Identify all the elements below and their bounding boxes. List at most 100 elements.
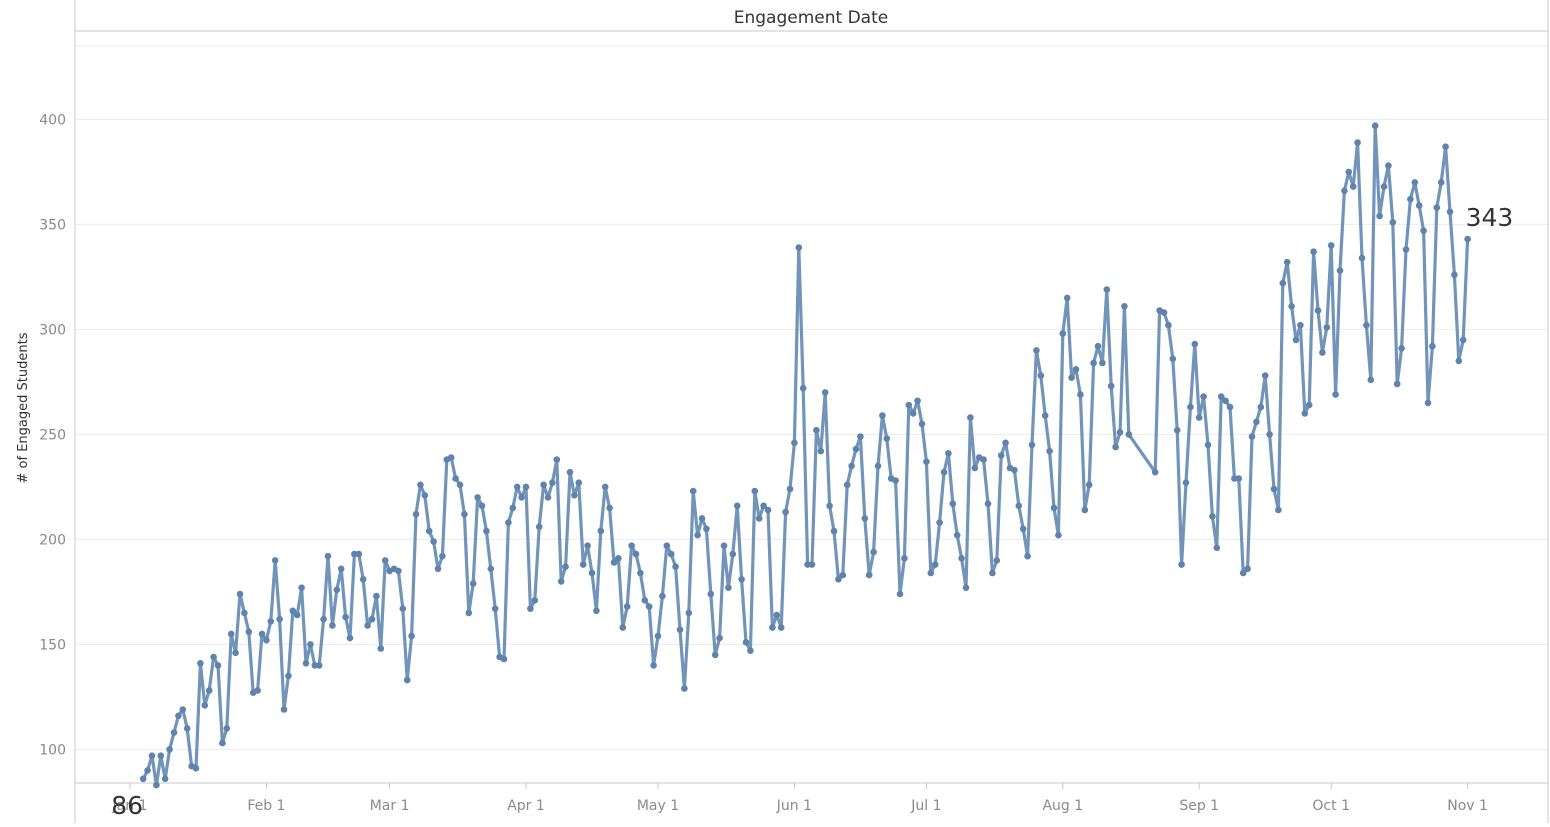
data-point	[289, 607, 297, 615]
data-point	[267, 618, 275, 625]
x-tick-label: Feb 1	[247, 798, 285, 814]
data-point	[615, 555, 622, 562]
data-point	[1050, 504, 1058, 512]
data-point	[395, 567, 402, 575]
data-point	[139, 775, 147, 783]
data-point	[535, 523, 543, 531]
data-point	[412, 510, 420, 518]
data-point	[161, 775, 169, 783]
data-point	[263, 636, 270, 644]
data-point	[703, 525, 710, 533]
data-point	[993, 557, 1001, 564]
x-tick-label: Oct 1	[1312, 798, 1350, 814]
data-point	[865, 571, 873, 579]
data-point	[1297, 321, 1304, 329]
data-point	[681, 685, 688, 692]
data-point	[1301, 410, 1309, 417]
data-point	[1363, 321, 1370, 329]
data-point	[593, 607, 600, 615]
data-point	[905, 401, 913, 409]
data-point	[1411, 179, 1419, 186]
data-point	[276, 615, 283, 623]
data-point	[469, 580, 477, 587]
data-point	[1446, 208, 1454, 216]
data-point	[170, 729, 178, 736]
data-point	[808, 561, 816, 568]
data-point	[571, 492, 578, 499]
data-point	[527, 605, 534, 612]
data-point	[1270, 485, 1278, 493]
data-point	[1107, 382, 1115, 390]
series-engaged-students	[139, 122, 1471, 789]
grid	[75, 45, 1548, 750]
data-point	[918, 420, 926, 428]
data-point	[377, 645, 385, 652]
data-point	[1072, 366, 1080, 373]
data-point	[1112, 443, 1119, 451]
data-point	[434, 565, 442, 573]
data-point	[997, 452, 1005, 459]
data-point	[870, 548, 877, 556]
data-point	[1239, 569, 1247, 577]
y-tick-label: 250	[39, 427, 66, 443]
data-point	[430, 538, 437, 545]
x-tick-label: Jun 1	[776, 798, 812, 814]
data-point	[144, 767, 151, 774]
data-point	[742, 639, 750, 646]
data-point	[835, 576, 842, 583]
data-point	[1371, 122, 1379, 129]
data-point	[245, 628, 253, 636]
data-point	[676, 626, 684, 633]
data-point	[1459, 336, 1467, 344]
data-point	[483, 527, 490, 535]
data-point	[403, 676, 411, 684]
data-point	[650, 662, 657, 669]
data-point	[1385, 162, 1392, 169]
data-point	[1222, 397, 1229, 405]
x-tick-label: May 1	[637, 798, 679, 814]
data-point	[166, 746, 173, 753]
data-point	[1011, 466, 1018, 474]
data-point	[1376, 212, 1383, 220]
data-point	[914, 397, 921, 405]
data-point	[733, 502, 741, 510]
data-point	[1429, 342, 1436, 350]
data-point	[236, 590, 244, 598]
data-point	[1332, 391, 1339, 398]
data-point	[1253, 418, 1260, 426]
data-point	[456, 481, 464, 489]
start-value-label: 86	[111, 791, 143, 820]
data-point	[843, 481, 851, 489]
data-point	[1015, 502, 1023, 510]
data-point	[949, 500, 957, 508]
data-point	[1257, 403, 1265, 411]
data-point	[984, 500, 992, 508]
data-point	[399, 605, 407, 612]
data-point	[1063, 294, 1071, 302]
x-tick-label: Nov 1	[1447, 798, 1488, 814]
data-point	[1160, 309, 1168, 316]
data-point	[1310, 248, 1317, 255]
data-point	[1055, 531, 1062, 539]
data-point	[1275, 506, 1282, 514]
data-point	[544, 494, 552, 501]
data-point	[478, 502, 486, 510]
data-point	[1019, 525, 1027, 533]
data-point	[1046, 447, 1053, 455]
data-point	[1341, 187, 1348, 195]
data-point	[491, 605, 499, 612]
y-tick-label: 350	[39, 217, 66, 233]
data-point	[817, 447, 825, 455]
data-point	[857, 433, 864, 440]
data-point	[1028, 441, 1036, 449]
data-point	[1103, 286, 1111, 293]
data-point	[1336, 267, 1344, 274]
data-point	[553, 456, 561, 463]
data-point	[201, 702, 209, 709]
data-point	[958, 555, 965, 562]
data-point	[302, 660, 310, 667]
data-point	[474, 494, 481, 501]
data-point	[157, 752, 165, 759]
data-point	[945, 450, 952, 457]
data-point	[716, 634, 723, 642]
